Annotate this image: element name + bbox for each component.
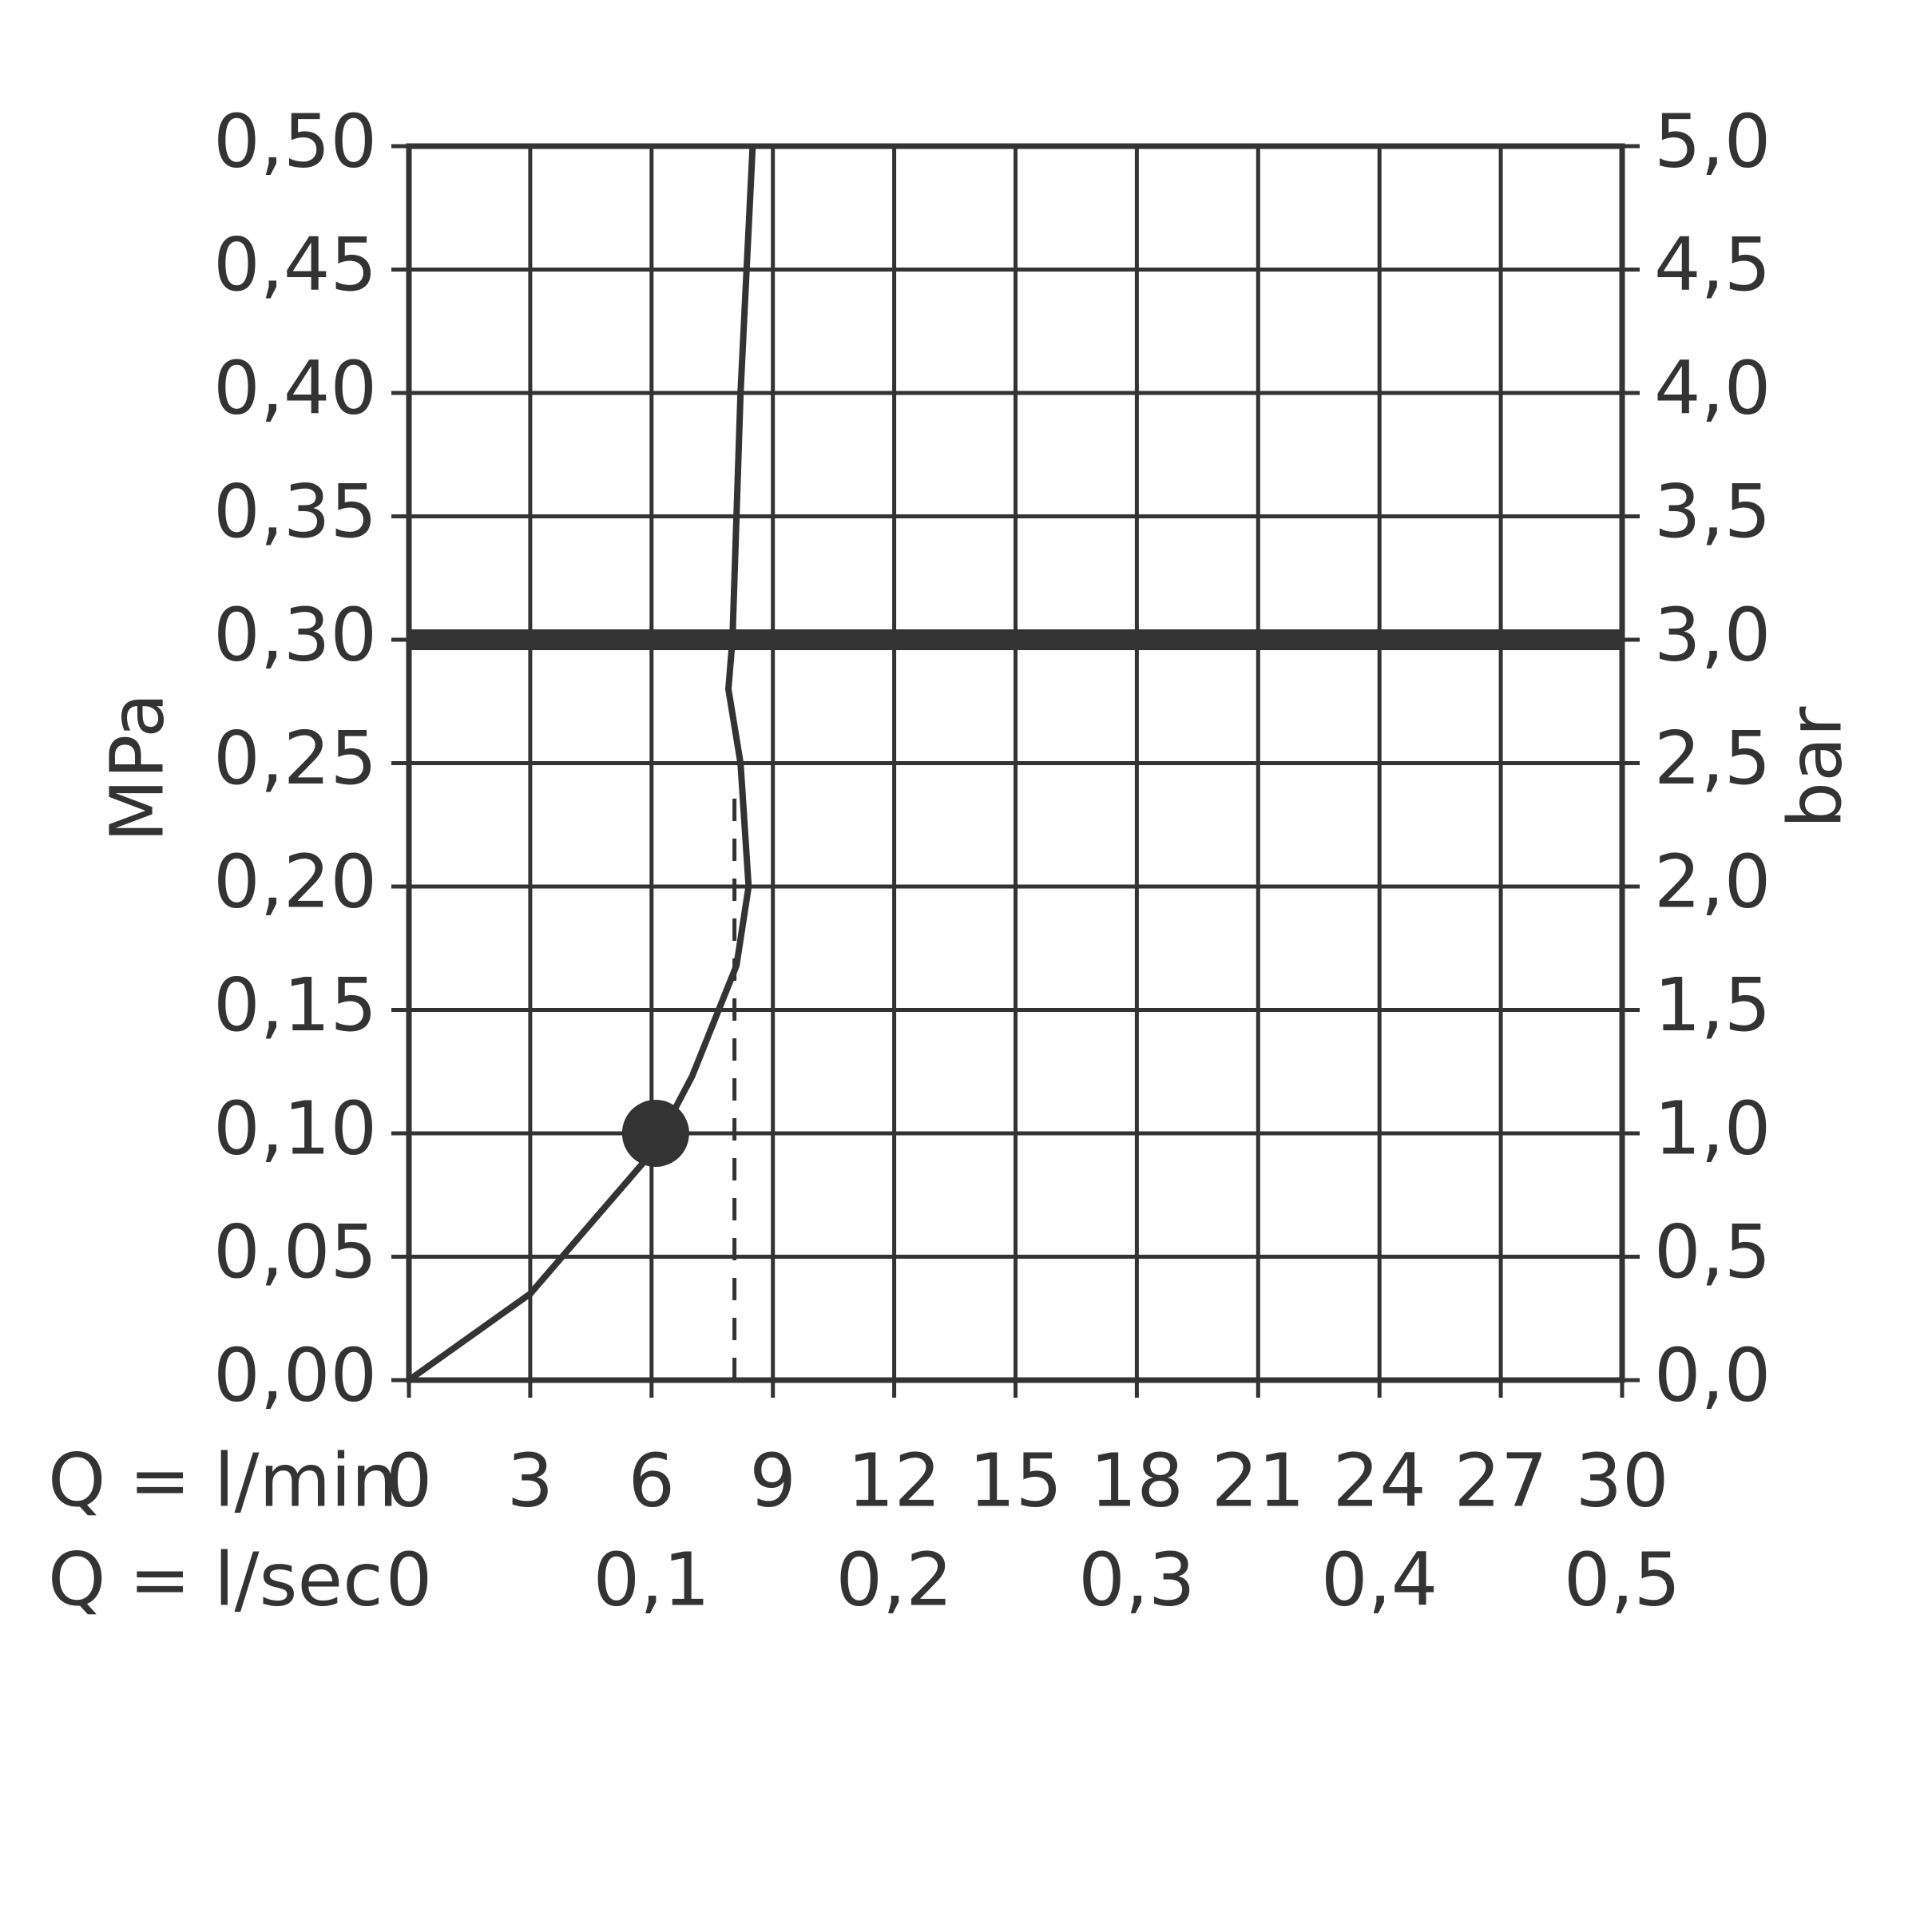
- x2-tick-label: 0: [386, 1537, 433, 1622]
- y-tick-label: 0,30: [213, 592, 377, 677]
- x-axis-label: Q = l/min: [48, 1438, 398, 1523]
- x-tick-label: 0: [386, 1438, 433, 1523]
- y-tick-label: 0,15: [213, 962, 377, 1048]
- y2-tick-label: 3,0: [1654, 592, 1771, 677]
- y2-tick-label: 5,0: [1654, 98, 1771, 184]
- x2-tick-label: 0,4: [1321, 1537, 1438, 1622]
- plot-frame: [406, 143, 1625, 1383]
- y-tick-label: 0,40: [213, 345, 377, 430]
- curve: [407, 145, 756, 1383]
- x2-tick-label: 0,2: [835, 1537, 952, 1622]
- y2-tick-label: 0,5: [1654, 1209, 1771, 1295]
- y2-tick-label: 0,0: [1654, 1332, 1771, 1418]
- x-tick-label: 18: [1090, 1438, 1184, 1523]
- y2-tick-label: 4,0: [1654, 345, 1771, 430]
- x2-axis-label: Q = l/sec: [48, 1537, 383, 1622]
- x-tick-label: 24: [1333, 1438, 1426, 1523]
- y-tick-label: 0,50: [213, 98, 377, 184]
- y2-tick-label: 1,0: [1654, 1085, 1771, 1171]
- y-tick-label: 0,10: [213, 1085, 377, 1171]
- y2-tick-label: 4,5: [1654, 222, 1771, 307]
- x-tick-label: 15: [969, 1438, 1062, 1523]
- x-tick-label: 30: [1575, 1438, 1668, 1523]
- y-tick-label: 0,00: [213, 1332, 377, 1418]
- y2-tick-label: 2,5: [1654, 716, 1771, 801]
- x-tick-label: 6: [629, 1438, 676, 1523]
- x-tick-label: 3: [507, 1438, 554, 1523]
- y-tick-label: 0,45: [213, 222, 377, 307]
- y2-tick-label: 2,0: [1654, 839, 1771, 924]
- y2-tick-label: 3,5: [1654, 469, 1771, 554]
- y-tick-label: 0,25: [213, 716, 377, 801]
- x-tick-label: 21: [1212, 1438, 1305, 1523]
- x2-tick-label: 0,1: [593, 1537, 710, 1622]
- y-tick-label: 0,35: [213, 469, 377, 554]
- y2-axis-label: bar: [1772, 707, 1858, 829]
- y-axis-label: MPa: [94, 692, 180, 842]
- x-tick-label: 27: [1454, 1438, 1548, 1523]
- x-tick-label: 9: [749, 1438, 796, 1523]
- operating-point: [621, 1100, 689, 1167]
- y-tick-label: 0,05: [213, 1209, 377, 1295]
- x2-tick-label: 0,5: [1564, 1537, 1680, 1622]
- y2-tick-label: 1,5: [1654, 962, 1771, 1048]
- x2-tick-label: 0,3: [1078, 1537, 1195, 1622]
- x-tick-label: 12: [847, 1438, 941, 1523]
- y-tick-label: 0,20: [213, 839, 377, 924]
